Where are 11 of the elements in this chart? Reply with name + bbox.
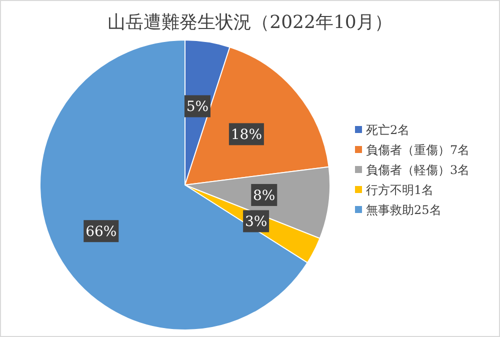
legend-label: 負傷者（重傷）7名 xyxy=(366,143,470,157)
legend-label: 死亡2名 xyxy=(366,123,410,137)
legend-label: 負傷者（軽傷）3名 xyxy=(366,163,470,177)
legend-label: 行方不明1名 xyxy=(366,183,434,197)
data-label: 18% xyxy=(230,127,262,144)
data-label: 8% xyxy=(253,188,276,204)
data-label: 3% xyxy=(244,214,268,230)
chart-title: 山岳遭難発生状況（2022年10月） xyxy=(108,12,392,33)
legend-label: 無事救助25名 xyxy=(366,203,442,217)
data-label: 5% xyxy=(186,99,209,116)
data-label: 66% xyxy=(86,224,117,240)
